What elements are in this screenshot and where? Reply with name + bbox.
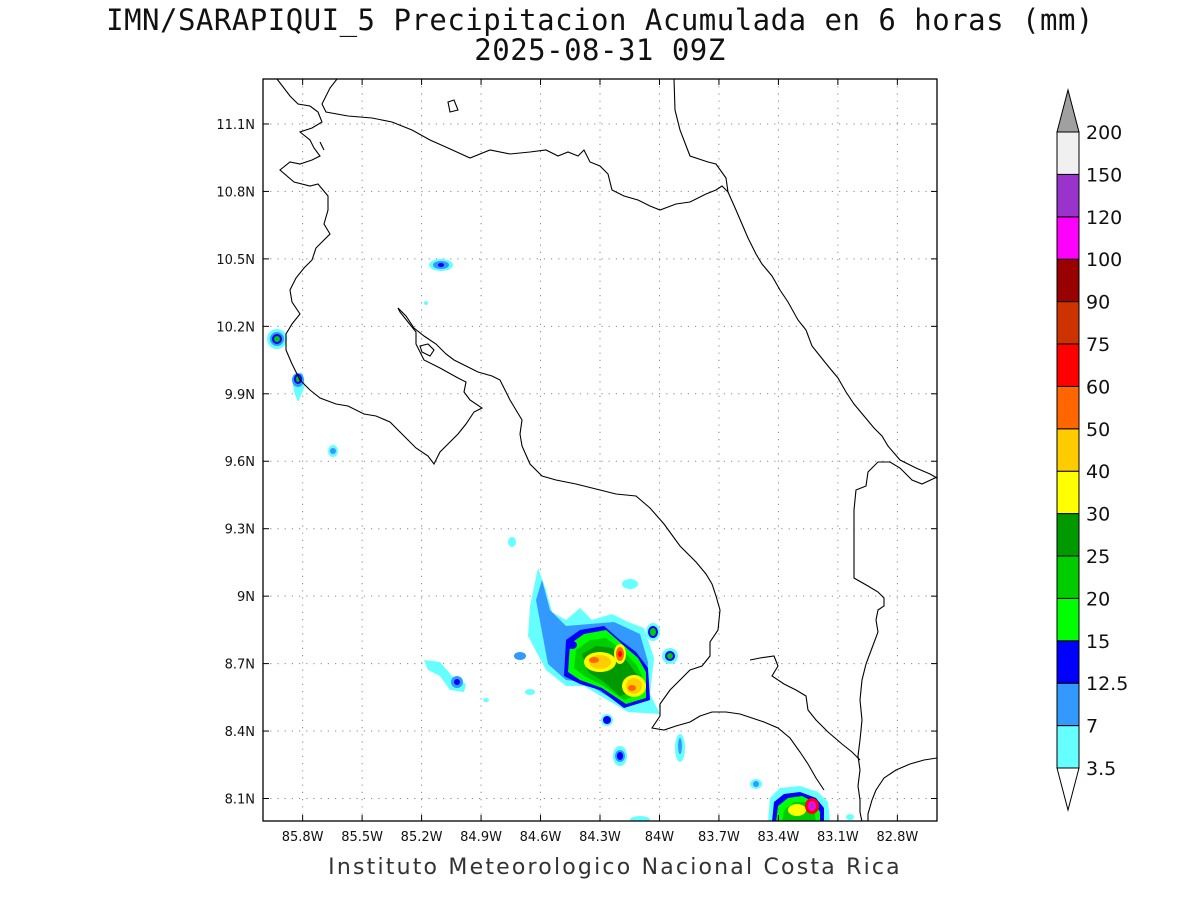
colorbar-swatch [1056, 682, 1080, 727]
precipitation-shading [267, 259, 854, 821]
colorbar-swatch [1056, 131, 1080, 175]
colorbar-swatch [1056, 173, 1080, 218]
longitude-axis: 85.8W 85.5W 85.2W 84.9W 84.6W 84.3W 84W 83.7W 83… [282, 79, 918, 845]
precip-cell-southeast [750, 779, 854, 821]
nicaragua-border-north [321, 79, 729, 211]
lat-tick-label: 9.9N [225, 388, 255, 403]
lat-tick-label: 11.1N [216, 118, 255, 133]
lake-nicaragua-island [447, 99, 459, 113]
lat-tick-label: 8.1N [225, 793, 255, 808]
lon-tick-label: 84.9W [460, 830, 502, 845]
precip-cell-west-pacific [424, 660, 489, 702]
colorbar-label: 3.5 [1086, 758, 1116, 780]
lat-tick-label: 10.8N [216, 185, 255, 200]
colorbar-label: 50 [1086, 419, 1110, 441]
colorbar-label: 75 [1086, 334, 1110, 356]
lon-tick-label: 85.5W [341, 830, 383, 845]
colorbar-label: 7 [1086, 716, 1098, 738]
colorbar-swatch [1056, 513, 1080, 557]
precip-cluster-main [514, 568, 660, 714]
lat-tick-label: 9N [237, 590, 255, 605]
colorbar-label: 200 [1086, 122, 1122, 144]
colorbar-label: 15 [1086, 631, 1110, 653]
lon-tick-label: 84.6W [520, 830, 562, 845]
coast-north-small [319, 141, 325, 151]
colorbar-label: 90 [1086, 292, 1110, 314]
colorbar-swatch [1056, 385, 1080, 430]
colorbar-label: 150 [1086, 164, 1122, 186]
colorbar-swatch [1056, 470, 1080, 515]
lon-tick-label: 85.2W [401, 830, 443, 845]
lat-tick-label: 9.6N [225, 455, 255, 470]
plot-frame [262, 78, 938, 822]
lon-tick-label: 83.4W [758, 830, 800, 845]
lon-tick-label: 82.8W [876, 830, 918, 845]
colorbar-swatch [1056, 725, 1080, 769]
colorbar-swatch [1056, 258, 1080, 303]
colorbar-swatch [1056, 640, 1080, 684]
colorbar-label: 100 [1086, 249, 1122, 271]
colorbar-swatch [1056, 216, 1080, 260]
lat-tick-label: 8.4N [225, 725, 255, 740]
pacific-coast-northwest [276, 79, 484, 466]
colorbar-min-arrow [1056, 767, 1080, 812]
lat-tick-label: 10.5N [216, 253, 255, 268]
colorbar-label: 120 [1086, 207, 1122, 229]
gulf-of-nicoya-coast [397, 307, 825, 791]
colorbar-swatch [1056, 555, 1080, 599]
credit-text: Instituto Meteorologico Nacional Costa R… [328, 855, 902, 880]
colorbar-label: 60 [1086, 376, 1110, 398]
map-valid-time: 2025-08-31 09Z [474, 33, 726, 67]
colorbar-swatch [1056, 597, 1080, 642]
lon-tick-label: 84.3W [579, 830, 621, 845]
colorbar-label: 30 [1086, 504, 1110, 526]
colorbar-legend: 3.5 7 12.5 15 20 25 30 40 50 60 75 90 100 120 150 200 [1056, 88, 1128, 812]
colorbar-label: 25 [1086, 546, 1110, 568]
colorbar-label: 20 [1086, 588, 1110, 610]
coordinate-grid [263, 79, 937, 821]
lat-tick-label: 10.2N [216, 320, 255, 335]
lon-tick-label: 84W [645, 830, 675, 845]
lon-tick-label: 83.1W [817, 830, 859, 845]
panama-coast-south [867, 757, 937, 821]
lon-tick-label: 83.7W [698, 830, 740, 845]
precip-cell-northwest [267, 259, 453, 457]
lon-tick-label: 85.8W [282, 830, 324, 845]
lat-tick-label: 8.7N [225, 658, 255, 673]
colorbar-swatch [1056, 301, 1080, 345]
map-title: IMN/SARAPIQUI_5 Precipitacion Acumulada … [106, 3, 1094, 37]
colorbar-max-arrow [1056, 88, 1080, 133]
lat-tick-label: 9.3N [225, 523, 255, 538]
colorbar-label: 12.5 [1086, 673, 1128, 695]
latitude-axis: 8.1N 8.4N 8.7N 9N 9.3N 9.6N 9.9N 10.2N 10.5N 10.8… [216, 118, 937, 808]
coastline-borders [276, 79, 937, 821]
colorbar-swatch [1056, 428, 1080, 472]
osa-peninsula [749, 655, 861, 761]
precip-cell-east [508, 537, 685, 821]
island-nicoya [419, 343, 435, 357]
panama-border [853, 461, 937, 821]
colorbar-swatch [1056, 343, 1080, 387]
caribbean-coast [727, 191, 937, 479]
colorbar-label: 40 [1086, 461, 1110, 483]
